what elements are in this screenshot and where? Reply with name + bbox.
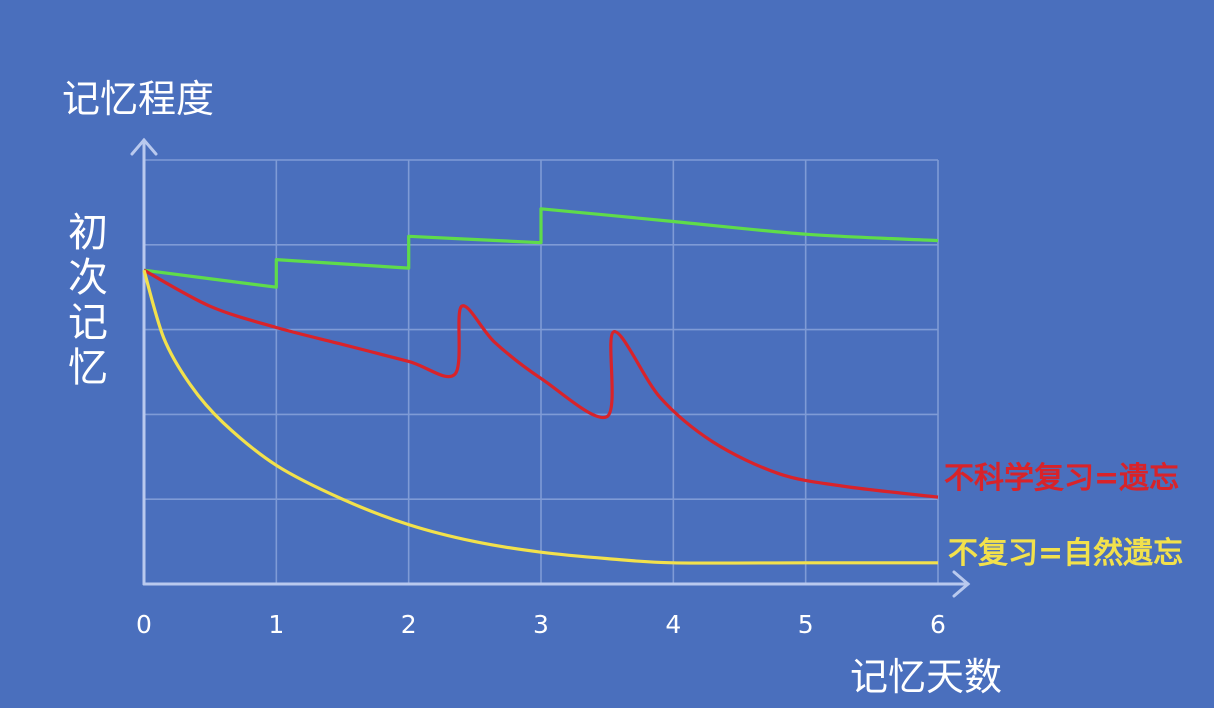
y-axis-side-label-char: 记 <box>68 300 108 346</box>
x-tick-label: 4 <box>665 610 681 639</box>
axes <box>130 137 971 598</box>
x-tick-label: 3 <box>533 610 549 639</box>
x-tick-labels: 0 1 2 3 4 5 6 <box>136 610 946 639</box>
y-axis-side-label-char: 忆 <box>68 345 108 391</box>
legend-label-unscientific-review: 不科学复习=遗忘 <box>944 461 1179 496</box>
y-axis-title: 记忆程度 <box>62 77 214 121</box>
y-axis-arrow <box>130 137 158 156</box>
y-axis-side-label-char: 次 <box>68 255 108 301</box>
series-line-review-green <box>143 207 939 289</box>
x-axis-arrow <box>952 570 971 598</box>
x-axis-title: 记忆天数 <box>850 655 1002 699</box>
series-line-unscientific-review <box>143 268 939 499</box>
x-tick-label: 6 <box>930 610 946 639</box>
x-tick-label: 2 <box>401 610 417 639</box>
series-line-no-review <box>142 269 938 565</box>
x-tick-label: 0 <box>136 610 152 639</box>
legend-label-no-review: 不复习=自然遗忘 <box>948 536 1183 571</box>
x-tick-label: 5 <box>798 610 814 639</box>
x-tick-label: 1 <box>268 610 284 639</box>
y-axis-side-label-char: 初 <box>68 210 108 256</box>
series-lines <box>142 207 939 565</box>
